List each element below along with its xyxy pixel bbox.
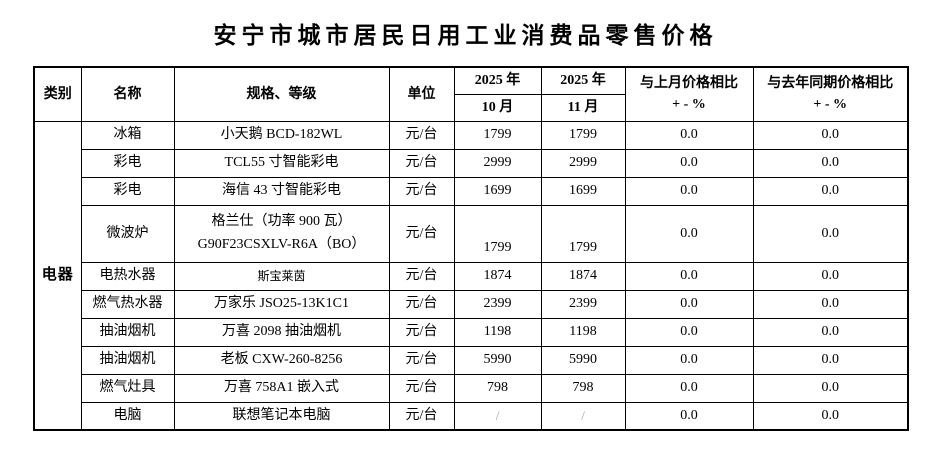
name-cell: 燃气热水器 <box>80 289 175 319</box>
unit-cell: 元/台 <box>388 120 455 150</box>
header-yoy-line2: + - % <box>813 97 848 113</box>
unit-cell: 元/台 <box>388 204 455 263</box>
header-unit: 单位 <box>388 66 455 122</box>
price-nov-cell: 1198 <box>540 317 626 347</box>
table-row: 彩电 海信 43 寸智能彩电 元/台 1699 1699 0.0 0.0 <box>34 176 909 206</box>
price-oct-cell: 1699 <box>453 176 542 206</box>
header-category: 类别 <box>33 66 82 122</box>
price-oct-cell: 5990 <box>453 345 542 375</box>
mom-cell: 0.0 <box>624 261 754 291</box>
header-mom: 与上月价格相比 + - % <box>624 66 754 122</box>
spec-cell: 万家乐 JSO25-13K1C1 <box>173 289 390 319</box>
unit-cell: 元/台 <box>388 176 455 206</box>
header-mom-line2: + - % <box>672 97 706 113</box>
spec-cell: 海信 43 寸智能彩电 <box>173 176 390 206</box>
name-cell: 抽油烟机 <box>80 345 175 375</box>
name-cell: 电脑 <box>80 401 175 431</box>
unit-cell: 元/台 <box>388 373 455 403</box>
name-cell: 彩电 <box>80 176 175 206</box>
price-oct-cell: 1799 <box>453 204 542 263</box>
price-oct-cell: 2999 <box>453 148 542 178</box>
name-cell: 电热水器 <box>80 261 175 291</box>
mom-cell: 0.0 <box>624 204 754 263</box>
name-cell: 冰箱 <box>80 120 175 150</box>
price-nov-cell: 2399 <box>540 289 626 319</box>
table-row: 抽油烟机 老板 CXW-260-8256 元/台 5990 5990 0.0 0… <box>34 345 909 375</box>
unit-cell: 元/台 <box>388 317 455 347</box>
spec-cell: 万喜 758A1 嵌入式 <box>173 373 390 403</box>
yoy-cell: 0.0 <box>752 345 909 375</box>
mom-cell: 0.0 <box>624 401 754 431</box>
price-oct-cell: 1198 <box>453 317 542 347</box>
price-nov-cell: 1799 <box>540 120 626 150</box>
price-nov-cell: / <box>540 401 626 431</box>
mom-cell: 0.0 <box>624 317 754 347</box>
price-nov-cell: 798 <box>540 373 626 403</box>
header-month-oct: 10 月 <box>453 93 542 122</box>
price-nov-cell: 2999 <box>540 148 626 178</box>
name-cell: 抽油烟机 <box>80 317 175 347</box>
name-cell: 彩电 <box>80 148 175 178</box>
mom-cell: 0.0 <box>624 345 754 375</box>
spec-cell: 斯宝莱茵 <box>173 261 390 291</box>
unit-cell: 元/台 <box>388 289 455 319</box>
table-row: 电热水器 斯宝莱茵 元/台 1874 1874 0.0 0.0 <box>34 261 909 291</box>
spec-line-1: 格兰仕（功率 900 瓦） <box>211 214 352 230</box>
price-oct-cell: 2399 <box>453 289 542 319</box>
table-row: 电脑 联想笔记本电脑 元/台 / / 0.0 0.0 <box>34 401 909 431</box>
header-month-nov: 11 月 <box>540 93 626 122</box>
table-row: 抽油烟机 万喜 2098 抽油烟机 元/台 1198 1198 0.0 0.0 <box>34 317 909 347</box>
name-cell: 微波炉 <box>80 204 175 263</box>
mom-cell: 0.0 <box>624 373 754 403</box>
yoy-cell: 0.0 <box>752 289 909 319</box>
spec-cell: 万喜 2098 抽油烟机 <box>173 317 390 347</box>
mom-cell: 0.0 <box>624 176 754 206</box>
unit-cell: 元/台 <box>388 261 455 291</box>
price-nov-cell: 5990 <box>540 345 626 375</box>
price-oct-cell: 798 <box>453 373 542 403</box>
unit-cell: 元/台 <box>388 148 455 178</box>
price-oct-cell: 1799 <box>453 120 542 150</box>
yoy-cell: 0.0 <box>752 120 909 150</box>
header-yoy-line1: 与去年同期价格相比 <box>767 75 894 91</box>
price-table: 类别 名称 规格、等级 单位 2025 年 2025 年 与上月价格相比 + -… <box>33 66 909 431</box>
yoy-cell: 0.0 <box>752 401 909 431</box>
header-name: 名称 <box>80 66 175 122</box>
header-mom-line1: 与上月价格相比 <box>640 75 738 91</box>
header-spec: 规格、等级 <box>173 66 390 122</box>
yoy-cell: 0.0 <box>752 373 909 403</box>
yoy-cell: 0.0 <box>752 148 909 178</box>
spec-cell: 联想笔记本电脑 <box>173 401 390 431</box>
price-nov-cell: 1874 <box>540 261 626 291</box>
header-yoy: 与去年同期价格相比 + - % <box>752 66 909 122</box>
price-oct-cell: / <box>453 401 542 431</box>
price-oct-cell: 1874 <box>453 261 542 291</box>
table-row: 燃气灶具 万喜 758A1 嵌入式 元/台 798 798 0.0 0.0 <box>34 373 909 403</box>
table-row: 微波炉 格兰仕（功率 900 瓦） G90F23CSXLV-R6A（BO） 元/… <box>34 204 909 263</box>
spec-cell: TCL55 寸智能彩电 <box>173 148 390 178</box>
page-title: 安宁市城市居民日用工业消费品零售价格 <box>213 23 718 48</box>
table-row: 电器 冰箱 小天鹅 BCD-182WL 元/台 1799 1799 0.0 0.… <box>33 120 909 431</box>
unit-cell: 元/台 <box>388 345 455 375</box>
table-row: 燃气热水器 万家乐 JSO25-13K1C1 元/台 2399 2399 0.0… <box>34 289 909 319</box>
mom-cell: 0.0 <box>624 289 754 319</box>
header-year-nov: 2025 年 <box>540 66 626 95</box>
yoy-cell: 0.0 <box>752 204 909 263</box>
mom-cell: 0.0 <box>624 148 754 178</box>
price-nov-cell: 1799 <box>540 204 626 263</box>
yoy-cell: 0.0 <box>752 176 909 206</box>
yoy-cell: 0.0 <box>752 261 909 291</box>
spec-cell: 格兰仕（功率 900 瓦） G90F23CSXLV-R6A（BO） <box>173 204 390 263</box>
spec-line-2: G90F23CSXLV-R6A（BO） <box>197 236 366 252</box>
spec-cell: 小天鹅 BCD-182WL <box>173 120 390 150</box>
price-nov-cell: 1699 <box>540 176 626 206</box>
category-cell: 电器 <box>33 120 82 431</box>
name-cell: 燃气灶具 <box>80 373 175 403</box>
unit-cell: 元/台 <box>388 401 455 431</box>
yoy-cell: 0.0 <box>752 317 909 347</box>
header-year-oct: 2025 年 <box>453 66 542 95</box>
table-row: 彩电 TCL55 寸智能彩电 元/台 2999 2999 0.0 0.0 <box>34 148 909 178</box>
spec-cell: 老板 CXW-260-8256 <box>173 345 390 375</box>
mom-cell: 0.0 <box>624 120 754 150</box>
